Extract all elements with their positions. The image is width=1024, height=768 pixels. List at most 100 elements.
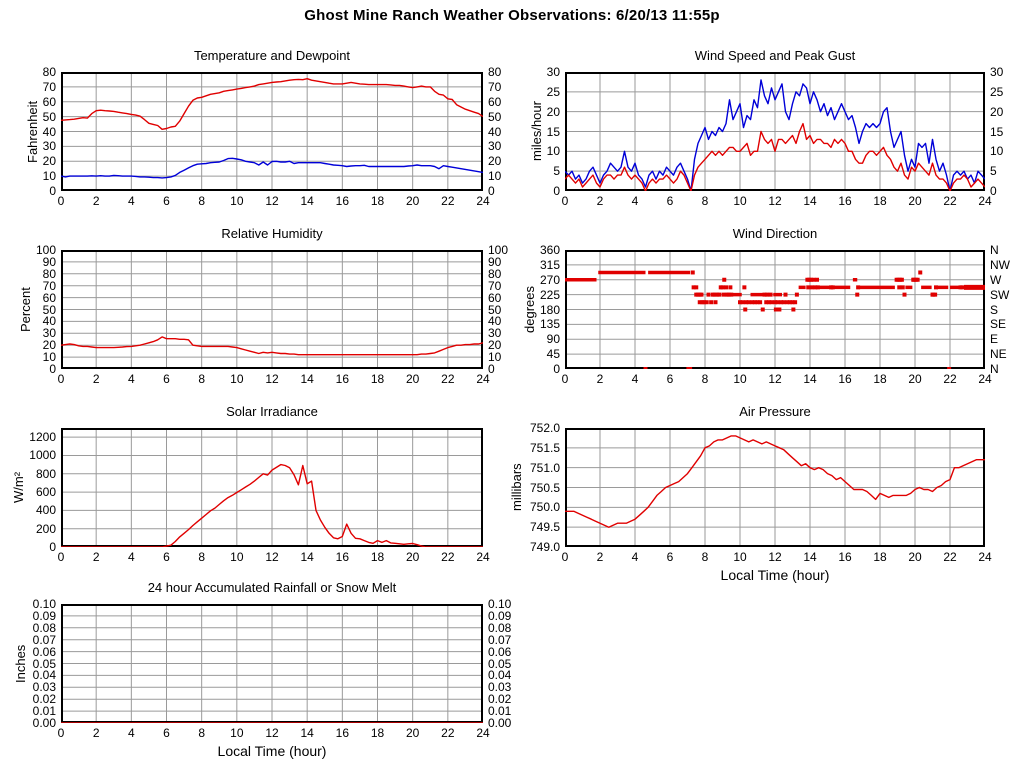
tick-label: 40 — [42, 314, 56, 329]
tick-label: 0 — [57, 194, 65, 208]
tick-label: 20 — [405, 194, 420, 208]
tick-label: 10 — [488, 169, 502, 184]
tick-label: 0.01 — [32, 704, 56, 719]
tick-label: 14 — [300, 194, 314, 208]
tick-label: 600 — [35, 485, 56, 500]
tick-label: 40 — [42, 124, 56, 139]
plot-area — [565, 250, 985, 369]
tick-label: 8 — [701, 194, 709, 208]
tick-label: 0 — [57, 372, 65, 386]
tick-label: 70 — [42, 278, 56, 293]
tick-label: 14 — [803, 194, 817, 208]
tick-label: 22 — [943, 194, 957, 208]
tick-label: 12 — [265, 194, 279, 208]
tick-label: 18 — [370, 372, 385, 386]
tick-label: 20 — [42, 154, 56, 169]
tick-label: 0.04 — [32, 668, 56, 683]
tick-label: 90 — [546, 332, 560, 347]
tick-label: 0 — [553, 184, 560, 198]
tick-label: 16 — [838, 194, 852, 208]
tick-label: 14 — [803, 372, 817, 386]
y-axis-label: millibars — [509, 463, 524, 512]
chart-title: Temperature and Dewpoint — [193, 48, 351, 63]
tick-label: 40 — [488, 124, 502, 139]
tick-label: 0.03 — [32, 680, 56, 695]
tick-label: 0 — [49, 184, 56, 198]
plot-area — [61, 250, 483, 369]
tick-label: 12 — [265, 372, 279, 386]
tick-label: 2 — [596, 550, 604, 564]
tick-label: 750.0 — [529, 500, 560, 515]
tick-label: 15 — [546, 124, 560, 139]
tick-label: 45 — [546, 347, 560, 362]
tick-label: 0 — [990, 184, 997, 198]
chart-title: Air Pressure — [739, 404, 811, 419]
tick-label: 0 — [49, 540, 56, 554]
tick-label: 14 — [300, 550, 314, 564]
tick-label: 0.06 — [32, 644, 56, 659]
tick-label: 2 — [92, 550, 100, 564]
tick-label: 24 — [978, 550, 992, 564]
tick-label: N — [990, 362, 999, 376]
tick-label: SE — [990, 317, 1007, 332]
tick-label: NW — [990, 257, 1010, 272]
tick-label: 6 — [666, 194, 674, 208]
tick-label: 6 — [163, 194, 170, 208]
tick-label: 4 — [127, 194, 135, 208]
tick-label: 0.09 — [488, 608, 512, 623]
tick-label: 80 — [488, 65, 502, 79]
tick-label: 50 — [488, 109, 502, 124]
tick-label: 90 — [42, 254, 56, 269]
chart-title: Wind Direction — [732, 226, 818, 241]
tick-label: 2 — [596, 194, 604, 208]
tick-label: 22 — [441, 372, 455, 386]
tick-label: 20 — [42, 338, 56, 353]
tick-label: 749.5 — [529, 520, 560, 535]
tick-label: 18 — [370, 194, 385, 208]
tick-label: 40 — [488, 314, 502, 329]
tick-label: 10 — [230, 550, 244, 564]
tick-label: 18 — [370, 726, 385, 740]
tick-label: 0.02 — [32, 692, 56, 707]
tick-label: 18 — [873, 550, 887, 564]
tick-label: 0 — [553, 362, 560, 376]
tick-label: 8 — [701, 550, 709, 564]
tick-label: 749.0 — [529, 540, 560, 554]
tick-label: 0.08 — [32, 620, 56, 635]
tick-label: 0 — [561, 550, 569, 564]
tick-label: 16 — [838, 550, 852, 564]
tick-label: 2 — [92, 372, 100, 386]
tick-label: 20 — [405, 372, 420, 386]
tick-label: 200 — [35, 521, 56, 536]
tick-label: 4 — [127, 726, 135, 740]
x-axis-label: Local Time (hour) — [217, 743, 327, 759]
tick-label: 80 — [488, 266, 502, 281]
wind-direction-chart: Wind Direction degrees 0 N 45 NE 90 E 135 SE 180… — [522, 226, 1010, 385]
tick-label: 12 — [265, 550, 279, 564]
tick-label: 70 — [42, 79, 56, 94]
tick-label: 270 — [539, 272, 560, 287]
tick-label: 0.07 — [32, 632, 56, 647]
tick-label: 25 — [990, 84, 1004, 99]
tick-label: 8 — [198, 550, 205, 564]
tick-label: 60 — [42, 94, 56, 109]
tick-label: 6 — [163, 550, 170, 564]
tick-label: 20 — [908, 194, 922, 208]
tick-label: 22 — [943, 550, 957, 564]
tick-label: 225 — [539, 287, 560, 302]
tick-label: 20 — [405, 726, 420, 740]
tick-label: 0.08 — [488, 620, 512, 635]
tick-label: 0.01 — [488, 704, 512, 719]
tick-label: 400 — [35, 503, 56, 518]
tick-label: 12 — [768, 194, 782, 208]
tick-label: 18 — [370, 550, 385, 564]
tick-label: 751.5 — [529, 440, 560, 455]
tick-label: 0 — [57, 550, 65, 564]
tick-label: 1200 — [29, 430, 56, 445]
tick-label: 10 — [230, 194, 244, 208]
tick-label: 4 — [631, 550, 639, 564]
tick-label: 30 — [990, 65, 1004, 79]
tick-label: 0.10 — [32, 597, 56, 611]
y-axis-label: W/m² — [11, 471, 26, 504]
tick-label: 0.00 — [488, 716, 512, 730]
